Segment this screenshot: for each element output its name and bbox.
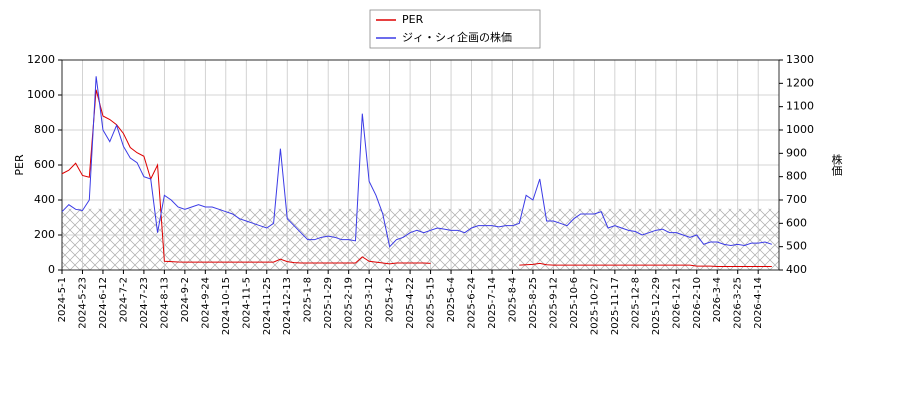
x-tick-label: 2025-2-19 [344, 277, 355, 329]
legend-label: ジィ・シィ企画の株価 [402, 30, 512, 44]
x-tick-label: 2024-7-2 [118, 277, 129, 322]
x-tick-label: 2026-4-14 [753, 277, 764, 329]
y-tick-label: 600 [34, 158, 55, 171]
y-tick-label: 0 [48, 263, 55, 276]
x-tick-label: 2024-10-15 [221, 277, 232, 335]
x-tick-label: 2024-12-13 [282, 277, 293, 335]
x-tick-label: 2025-12-8 [630, 277, 641, 329]
x-tick-label: 2024-11-5 [241, 277, 252, 329]
x-tick-label: 2024-11-25 [262, 277, 273, 335]
y2-tick-label: 600 [786, 216, 807, 229]
x-tick-label: 2025-9-12 [548, 277, 559, 329]
y2-tick-label: 400 [786, 263, 807, 276]
legend-label: PER [402, 13, 424, 26]
x-tick-label: 2025-10-6 [569, 277, 580, 329]
x-tick-label: 2025-11-17 [610, 277, 621, 335]
y2-tick-label: 900 [786, 146, 807, 159]
x-tick-label: 2024-8-13 [159, 277, 170, 329]
x-tick-label: 2026-1-21 [671, 277, 682, 329]
y2-tick-label: 1100 [786, 100, 814, 113]
y2-tick-label: 1300 [786, 53, 814, 66]
hatch-band [62, 208, 779, 270]
x-tick-label: 2024-9-2 [180, 277, 191, 322]
y2-tick-label: 800 [786, 170, 807, 183]
x-tick-label: 2025-5-15 [426, 277, 437, 329]
y2-tick-label: 500 [786, 240, 807, 253]
y2-tick-label: 700 [786, 193, 807, 206]
plot-frame [61, 59, 780, 271]
x-tick-label: 2025-6-24 [467, 277, 478, 329]
y-tick-label: 200 [34, 228, 55, 241]
y2-tick-label: 1200 [786, 76, 814, 89]
x-tick-label: 2026-3-25 [733, 277, 744, 329]
series-line [61, 76, 772, 248]
y-tick-label: 800 [34, 123, 55, 136]
x-tick-label: 2025-4-2 [385, 277, 396, 322]
x-tick-label: 2025-1-8 [303, 277, 314, 322]
x-tick-label: 2025-1-29 [323, 277, 334, 329]
x-tick-label: 2025-4-22 [405, 277, 416, 329]
x-tick-label: 2026-3-4 [712, 277, 723, 322]
x-tick-label: 2025-7-14 [487, 277, 498, 329]
y-tick-label: 400 [34, 193, 55, 206]
x-tick-label: 2024-7-23 [139, 277, 150, 329]
x-tick-label: 2025-3-12 [364, 277, 375, 329]
series-line [61, 89, 772, 267]
y2-axis-label: 株価 [830, 153, 843, 176]
legend-box [369, 9, 541, 49]
x-tick-label: 2025-12-29 [651, 277, 662, 335]
x-tick-label: 2024-6-12 [98, 277, 109, 329]
x-tick-label: 2024-5-1 [57, 277, 68, 322]
y-tick-label: 1000 [27, 88, 55, 101]
x-tick-label: 2024-5-23 [77, 277, 88, 329]
x-tick-label: 2025-8-4 [507, 277, 518, 322]
x-tick-label: 2024-9-24 [200, 277, 211, 329]
x-tick-label: 2026-2-10 [692, 277, 703, 329]
y-axis-label: PER [13, 154, 26, 176]
x-tick-label: 2025-8-25 [528, 277, 539, 329]
y-tick-label: 1200 [27, 53, 55, 66]
x-tick-label: 2025-10-27 [589, 277, 600, 335]
y2-tick-label: 1000 [786, 123, 814, 136]
x-tick-label: 2025-6-4 [446, 277, 457, 322]
